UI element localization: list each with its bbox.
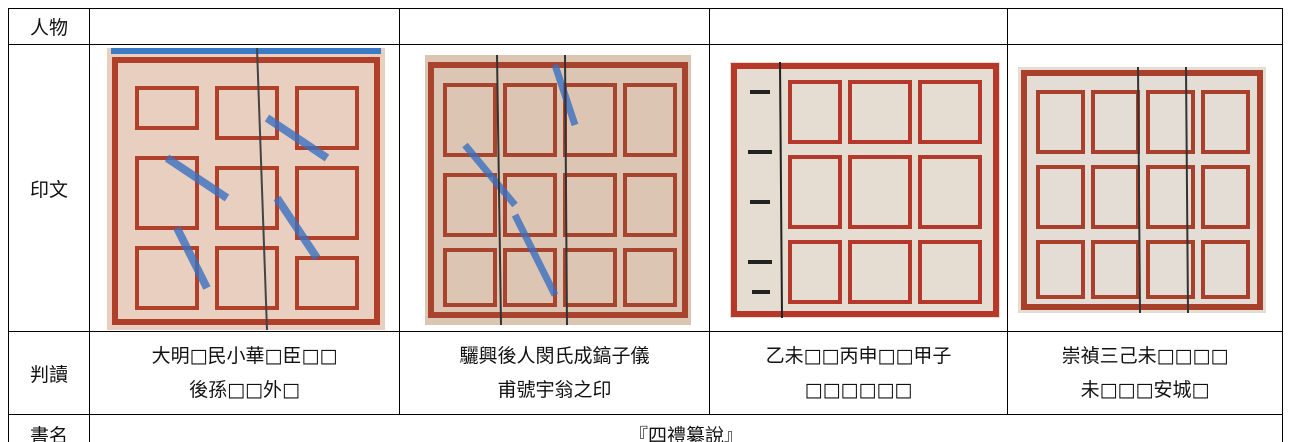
seal-image [730, 62, 1000, 318]
row-header: 書名 [8, 414, 90, 442]
empty-cell [1007, 8, 1283, 45]
empty-cell [399, 8, 710, 45]
reading-line: 未□□□安城□ [1080, 379, 1210, 401]
empty-cell [89, 8, 400, 45]
reading-line: 驪興後人閔氏成鎬子儀 [459, 345, 650, 367]
row-header: 判讀 [8, 331, 90, 415]
reading-line: 崇禎三己未□□□□ [1061, 345, 1229, 367]
reading-cell: 乙未□□丙申□□甲子 □□□□□□ [709, 331, 1008, 415]
seal-image [107, 48, 385, 330]
reading-cell: 崇禎三己未□□□□ 未□□□安城□ [1007, 331, 1283, 415]
seal-image [1018, 67, 1266, 313]
reading-line: 甫號宇翁之印 [497, 379, 612, 401]
row-header: 印文 [8, 44, 90, 332]
reading-line: □□□□□□ [804, 379, 913, 401]
reading-line: 大明□民小華□臣□□ [151, 345, 338, 367]
reading-line: 乙未□□丙申□□甲子 [765, 345, 952, 367]
seal-image [425, 55, 691, 325]
empty-cell [709, 8, 1008, 45]
reading-cell: 驪興後人閔氏成鎬子儀 甫號宇翁之印 [399, 331, 710, 415]
row-header: 人物 [8, 8, 90, 45]
reading-cell: 大明□民小華□臣□□ 後孫□□外□ [89, 331, 400, 415]
reading-line: 後孫□□外□ [189, 379, 300, 401]
book-title: 『四禮纂說』 [89, 414, 1283, 442]
